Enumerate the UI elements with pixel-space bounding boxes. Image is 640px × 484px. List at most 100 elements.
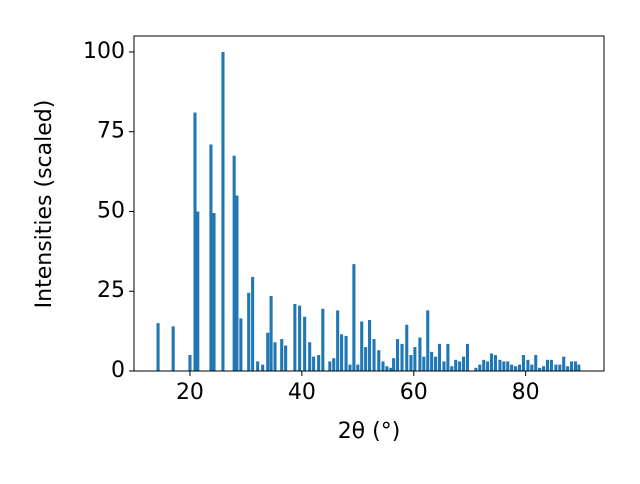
bar xyxy=(442,361,446,371)
bar xyxy=(308,342,312,371)
bar xyxy=(549,359,553,371)
bar xyxy=(340,334,344,371)
bar xyxy=(526,359,530,371)
bar xyxy=(193,112,197,372)
bar xyxy=(368,319,372,371)
bar xyxy=(372,339,376,371)
bar xyxy=(312,356,316,371)
bar xyxy=(303,316,307,371)
bar xyxy=(284,345,288,371)
x-tick-label: 60 xyxy=(400,380,428,405)
x-tick-label: 40 xyxy=(288,380,316,405)
bar xyxy=(280,339,284,371)
bar xyxy=(360,321,364,371)
bar xyxy=(558,364,562,371)
bar xyxy=(577,364,581,371)
bar xyxy=(321,308,325,371)
y-tick-label: 50 xyxy=(97,198,125,223)
bar xyxy=(454,359,458,371)
bar xyxy=(510,364,514,371)
bar xyxy=(521,355,525,371)
bar xyxy=(566,366,570,371)
bar xyxy=(392,358,396,371)
bar xyxy=(418,337,422,371)
bar xyxy=(514,366,518,371)
bar xyxy=(273,342,277,371)
bar xyxy=(336,310,340,371)
y-tick-label: 25 xyxy=(97,278,125,303)
bar xyxy=(377,350,381,371)
bar xyxy=(389,367,393,371)
bar xyxy=(542,366,546,371)
bar xyxy=(212,213,216,371)
bar xyxy=(498,359,502,371)
bar xyxy=(400,343,404,371)
bar xyxy=(489,353,494,371)
bar xyxy=(465,343,470,371)
x-tick-label: 80 xyxy=(512,380,540,405)
bar xyxy=(232,155,236,371)
bar xyxy=(298,305,302,371)
bar xyxy=(352,264,356,371)
x-axis-label: 2θ (°) xyxy=(338,419,401,444)
bar xyxy=(462,356,466,371)
bar xyxy=(405,324,409,371)
bar xyxy=(156,323,160,371)
bar xyxy=(344,335,348,371)
bar xyxy=(502,361,506,371)
bar xyxy=(478,364,482,371)
x-tick-label: 20 xyxy=(176,380,204,405)
bar xyxy=(266,332,270,371)
y-axis-label: Intensities (scaled) xyxy=(32,100,57,309)
bar xyxy=(493,355,497,371)
bar xyxy=(570,361,574,371)
bar xyxy=(554,364,558,371)
bar xyxy=(573,361,578,371)
bar xyxy=(413,347,417,371)
bar xyxy=(395,339,400,371)
bar xyxy=(188,355,192,371)
bar xyxy=(328,361,332,371)
bar xyxy=(517,364,522,371)
bar xyxy=(534,355,538,371)
y-tick-label: 75 xyxy=(97,119,125,144)
bar xyxy=(458,361,462,371)
bar xyxy=(221,51,225,371)
bar xyxy=(381,361,385,371)
bar xyxy=(538,367,542,371)
bar xyxy=(422,356,426,371)
bar xyxy=(239,318,243,371)
bar xyxy=(450,366,454,371)
bar xyxy=(317,355,321,371)
bar xyxy=(545,359,550,371)
bar xyxy=(437,343,442,371)
bar xyxy=(356,364,360,371)
y-tick-label: 100 xyxy=(83,39,125,64)
bar xyxy=(235,195,239,371)
bar xyxy=(269,296,273,371)
bar xyxy=(562,356,566,371)
bar xyxy=(474,367,478,371)
bar xyxy=(209,144,213,371)
bar xyxy=(430,351,434,371)
bar xyxy=(486,361,490,371)
bar xyxy=(434,356,438,371)
plot-frame xyxy=(133,35,605,372)
bar xyxy=(171,326,175,371)
y-tick-label: 0 xyxy=(111,358,125,383)
bar xyxy=(506,361,510,371)
bar xyxy=(426,310,430,371)
bar xyxy=(364,347,368,371)
bar xyxy=(482,359,486,371)
bar xyxy=(256,361,260,371)
bar xyxy=(385,366,389,371)
bar xyxy=(409,355,413,371)
bar xyxy=(348,364,352,371)
bar xyxy=(293,304,297,371)
bar xyxy=(261,364,265,371)
bar xyxy=(247,292,251,371)
bar xyxy=(332,358,336,371)
bar xyxy=(196,211,200,371)
bar xyxy=(251,276,255,371)
